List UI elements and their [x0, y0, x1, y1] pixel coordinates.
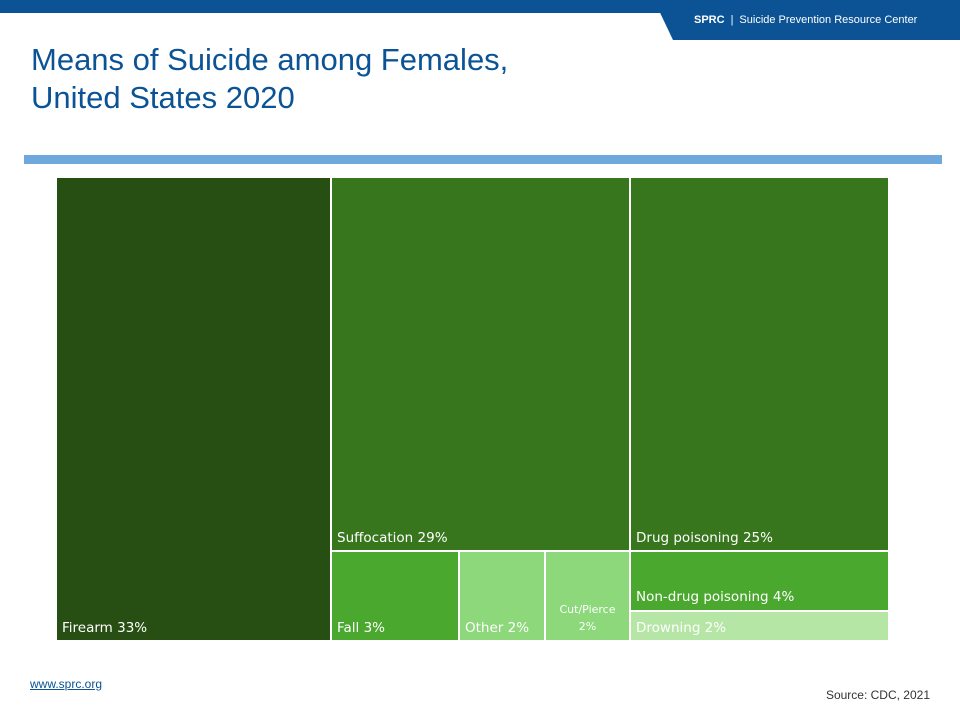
header-separator: |	[730, 14, 734, 26]
source-citation: Source: CDC, 2021	[825, 688, 930, 702]
suffocation-label: Suffocation 29%	[337, 530, 448, 546]
treemap-cell-drug-poisoning: Drug poisoning 25%	[631, 178, 888, 550]
treemap-cell-fall: Fall 3%	[332, 552, 458, 640]
slide-title: Means of Suicide among Females, United S…	[31, 41, 631, 117]
treemap-cell-drowning: Drowning 2%	[631, 612, 888, 640]
org-abbreviation: SPRC	[694, 14, 725, 26]
title-divider	[24, 155, 942, 164]
cut-pierce-name: Cut/Pierce	[559, 603, 616, 616]
treemap-cell-firearm: Firearm 33%	[57, 178, 330, 640]
drowning-label: Drowning 2%	[636, 620, 727, 636]
cut-pierce-label: Cut/Pierce 2%	[546, 601, 629, 635]
sprc-website-link[interactable]: www.sprc.org	[30, 677, 103, 691]
other-label: Other 2%	[465, 620, 530, 636]
treemap-cell-cut-pierce: Cut/Pierce 2%	[546, 552, 629, 640]
drug-poisoning-label: Drug poisoning 25%	[636, 530, 773, 546]
firearm-label: Firearm 33%	[62, 620, 148, 636]
org-name: Suicide Prevention Resource Center	[739, 14, 918, 26]
treemap-cell-other: Other 2%	[460, 552, 544, 640]
title-line-1: Means of Suicide among Females,	[31, 42, 509, 77]
treemap-cell-suffocation: Suffocation 29%	[332, 178, 629, 550]
fall-label: Fall 3%	[337, 620, 386, 636]
cut-pierce-value: 2%	[578, 620, 597, 633]
treemap-cell-non-drug-poisoning: Non-drug poisoning 4%	[631, 552, 888, 610]
brand-banner: SPRC | Suicide Prevention Resource Center	[654, 0, 960, 40]
non-drug-poisoning-label: Non-drug poisoning 4%	[636, 589, 795, 605]
title-line-2: United States 2020	[31, 80, 295, 115]
